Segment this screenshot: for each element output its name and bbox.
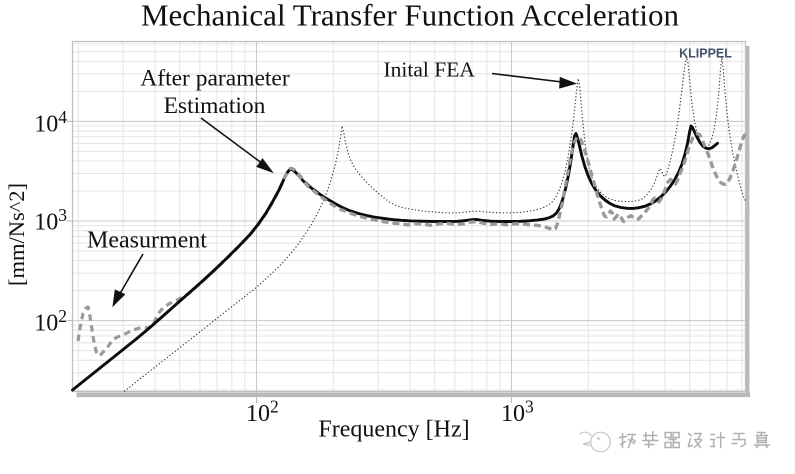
svg-text:Frequency [Hz]: Frequency [Hz] [318, 417, 469, 443]
svg-text:103: 103 [34, 205, 67, 236]
svg-text:104: 104 [34, 107, 67, 138]
svg-text:Estimation: Estimation [164, 93, 266, 119]
svg-text:KLIPPEL: KLIPPEL [679, 47, 732, 61]
svg-text:Measurment: Measurment [87, 228, 207, 254]
svg-text:After parameter: After parameter [140, 66, 290, 92]
svg-text:[mm/Ns^2]: [mm/Ns^2] [4, 183, 29, 286]
svg-text:Inital FEA: Inital FEA [384, 58, 476, 82]
svg-text:Mechanical Transfer Function A: Mechanical Transfer Function Acceleratio… [141, 0, 680, 33]
